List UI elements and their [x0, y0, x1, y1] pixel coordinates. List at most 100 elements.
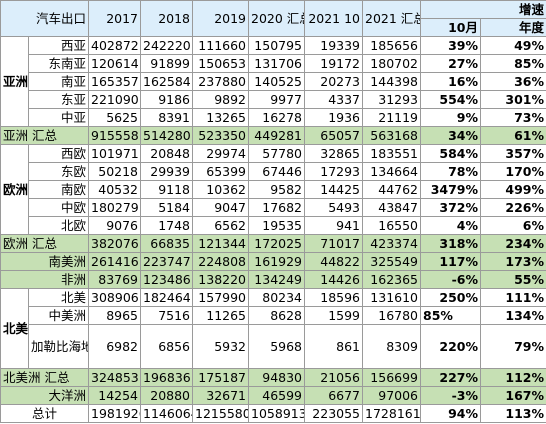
value-cell: 9047: [192, 198, 250, 217]
table-row: 加勒比海地区 6982 6856 5932 5968 861 8309 220%…: [1, 324, 546, 369]
value-cell: 123486: [140, 270, 194, 289]
value-cell: 83769: [88, 270, 142, 289]
value-cell: 9186: [140, 90, 194, 109]
value-cell: 861: [304, 324, 364, 369]
summary-row: 亚洲 汇总 915558 514280 523350 449281 65057 …: [0, 126, 546, 145]
growth-cell: 9%: [420, 108, 482, 127]
summary-row: 大洋洲 14254 20880 32671 46599 6677 97006 -…: [0, 386, 546, 405]
region-cell: 中亚: [27, 108, 90, 127]
growth-cell: 234%: [480, 234, 546, 253]
value-cell: 1748: [140, 216, 194, 235]
value-cell: 402872: [88, 36, 142, 55]
summary-label: 亚洲 汇总: [0, 126, 90, 145]
growth-cell: 39%: [420, 36, 482, 55]
value-cell: 165357: [88, 72, 142, 91]
table-row: 东欧 50218 29939 65399 67446 17293 134664 …: [1, 162, 546, 181]
value-cell: 8309: [362, 324, 422, 369]
value-cell: 4337: [304, 90, 364, 109]
value-cell: 175187: [192, 368, 250, 387]
value-cell: 423374: [362, 234, 422, 253]
total-label: 总计: [0, 404, 90, 423]
value-cell: 223747: [140, 252, 194, 271]
growth-cell: 318%: [420, 234, 482, 253]
value-cell: 80234: [248, 288, 306, 307]
value-cell: 182464: [140, 288, 194, 307]
value-cell: 43847: [362, 198, 422, 217]
value-cell: 162584: [140, 72, 194, 91]
value-cell: 65399: [192, 162, 250, 181]
total-row: 总计 1981926 1146064 1215580 1058913 22305…: [0, 404, 546, 423]
header-row-1: 汽车出口 2017 2018 2019 2020 汇总 2021 10 2021…: [0, 0, 546, 37]
table-row: 中欧 180279 5184 9047 17682 5493 43847 372…: [1, 198, 546, 217]
header-2021-oct: 2021 10: [304, 0, 364, 37]
value-cell: 20273: [304, 72, 364, 91]
value-cell: 150653: [192, 54, 250, 73]
value-cell: 9977: [248, 90, 306, 109]
region-cell: 非洲: [0, 270, 90, 289]
value-cell: 71017: [304, 234, 364, 253]
value-cell: 1599: [304, 306, 364, 325]
value-cell: 180702: [362, 54, 422, 73]
summary-label: 欧洲 汇总: [0, 234, 90, 253]
summary-row: 南美洲 261416 223747 224808 161929 44822 32…: [0, 252, 546, 271]
value-cell: 161929: [248, 252, 306, 271]
growth-cell: 173%: [480, 252, 546, 271]
value-cell: 57780: [248, 144, 306, 163]
growth-cell: 34%: [420, 126, 482, 145]
region-cell: 东南亚: [27, 54, 90, 73]
value-cell: 66835: [140, 234, 194, 253]
value-cell: 11265: [192, 306, 250, 325]
value-cell: 1728161: [362, 404, 422, 423]
table-row: 欧洲 西欧 101971 20848 29974 57780 32865 183…: [0, 144, 546, 235]
header-oct: 10月: [420, 18, 482, 37]
value-cell: 10362: [192, 180, 250, 199]
header-2017: 2017: [88, 0, 142, 37]
value-cell: 20880: [140, 386, 194, 405]
table-row: 东亚 221090 9186 9892 9977 4337 31293 554%…: [1, 90, 546, 109]
value-cell: 237880: [192, 72, 250, 91]
header-2018: 2018: [140, 0, 194, 37]
growth-cell: 372%: [420, 198, 482, 217]
growth-cell: 554%: [420, 90, 482, 109]
value-cell: 94830: [248, 368, 306, 387]
growth-cell: 4%: [420, 216, 482, 235]
group-label-namerica: 北美洲: [0, 288, 29, 369]
value-cell: 18596: [304, 288, 364, 307]
value-cell: 16550: [362, 216, 422, 235]
region-cell: 西欧: [27, 144, 90, 163]
growth-cell: 226%: [480, 198, 546, 217]
value-cell: 5625: [88, 108, 142, 127]
value-cell: 221090: [88, 90, 142, 109]
growth-cell: 301%: [480, 90, 546, 109]
summary-row: 非洲 83769 123486 138220 134249 14426 1623…: [0, 270, 546, 289]
value-cell: 91899: [140, 54, 194, 73]
value-cell: 29974: [192, 144, 250, 163]
value-cell: 1215580: [192, 404, 250, 423]
value-cell: 111660: [192, 36, 250, 55]
value-cell: 31293: [362, 90, 422, 109]
growth-cell: 73%: [480, 108, 546, 127]
growth-cell: 134%: [480, 306, 546, 325]
value-cell: 180279: [88, 198, 142, 217]
value-cell: 382076: [88, 234, 142, 253]
value-cell: 9076: [88, 216, 142, 235]
growth-cell: 94%: [420, 404, 482, 423]
region-cell: 北美: [27, 288, 90, 307]
value-cell: 308906: [88, 288, 142, 307]
value-cell: 16278: [248, 108, 306, 127]
value-cell: 523350: [192, 126, 250, 145]
region-cell: 北欧: [27, 216, 90, 235]
value-cell: 6856: [140, 324, 194, 369]
growth-cell: 220%: [420, 324, 482, 369]
value-cell: 5968: [248, 324, 306, 369]
value-cell: 514280: [140, 126, 194, 145]
value-cell: 101971: [88, 144, 142, 163]
value-cell: 1981926: [88, 404, 142, 423]
value-cell: 40532: [88, 180, 142, 199]
growth-cell: 499%: [480, 180, 546, 199]
value-cell: 144398: [362, 72, 422, 91]
value-cell: 14254: [88, 386, 142, 405]
value-cell: 8391: [140, 108, 194, 127]
value-cell: 120614: [88, 54, 142, 73]
value-cell: 131610: [362, 288, 422, 307]
